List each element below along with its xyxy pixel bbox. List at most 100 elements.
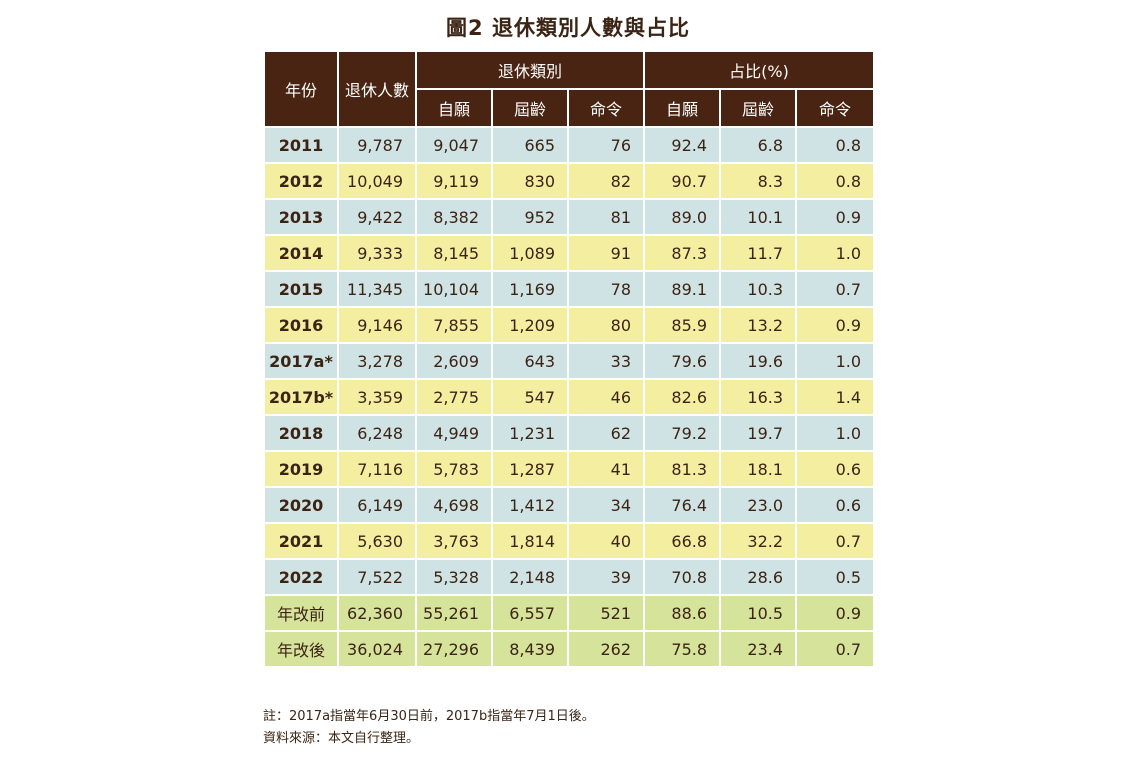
table-row: 年改前 62,360 55,261 6,557 521 88.6 10.5 0.9: [263, 594, 876, 632]
cell-age: 1,209: [491, 306, 569, 344]
cell-voluntary: 4,698: [415, 486, 493, 524]
cell-order: 34: [566, 486, 646, 524]
cell-voluntary: 8,145: [415, 234, 493, 272]
cell-voluntary-pct: 90.7: [643, 162, 722, 200]
cell-order-pct: 1.0: [795, 342, 876, 380]
cell-year: 2019: [263, 450, 339, 488]
cell-age-pct: 28.6: [719, 558, 798, 596]
header-group-share: 占比(%): [643, 50, 876, 90]
cell-order-pct: 1.0: [795, 414, 876, 452]
table-row: 2022 7,522 5,328 2,148 39 70.8 28.6 0.5: [263, 558, 876, 596]
cell-order: 62: [566, 414, 646, 452]
cell-order-pct: 0.7: [795, 522, 876, 560]
cell-year: 2012: [263, 162, 339, 200]
cell-total: 7,116: [337, 450, 417, 488]
header-row-top: 年份 退休人數 退休類別 占比(%): [263, 50, 876, 128]
cell-total: 6,248: [337, 414, 417, 452]
header-sub-order-pct: 命令: [795, 88, 876, 128]
cell-year: 2018: [263, 414, 339, 452]
cell-voluntary-pct: 89.1: [643, 270, 722, 308]
table-row: 2018 6,248 4,949 1,231 62 79.2 19.7 1.0: [263, 414, 876, 452]
cell-age: 8,439: [491, 630, 569, 668]
table-row: 2017b* 3,359 2,775 547 46 82.6 16.3 1.4: [263, 378, 876, 416]
header-group-type: 退休類別: [414, 50, 646, 90]
cell-age: 1,231: [491, 414, 569, 452]
cell-voluntary: 5,328: [415, 558, 493, 596]
cell-order-pct: 0.7: [795, 630, 876, 668]
cell-age: 1,287: [491, 450, 569, 488]
cell-order-pct: 0.9: [795, 306, 876, 344]
cell-year: 2017a*: [263, 342, 339, 380]
header-year: 年份: [263, 50, 339, 128]
cell-voluntary-pct: 66.8: [643, 522, 722, 560]
cell-total: 6,149: [337, 486, 417, 524]
cell-voluntary-pct: 87.3: [643, 234, 722, 272]
header-sub-voluntary-pct: 自願: [643, 88, 722, 128]
cell-year: 2011: [263, 126, 339, 164]
cell-order: 33: [566, 342, 646, 380]
cell-order: 81: [566, 198, 646, 236]
cell-voluntary-pct: 81.3: [643, 450, 722, 488]
table-row: 2020 6,149 4,698 1,412 34 76.4 23.0 0.6: [263, 486, 876, 524]
cell-voluntary-pct: 92.4: [643, 126, 722, 164]
table-row: 2013 9,422 8,382 952 81 89.0 10.1 0.9: [263, 198, 876, 236]
note-source: 資料來源：本文自行整理。: [263, 731, 420, 746]
cell-age: 2,148: [491, 558, 569, 596]
cell-age-pct: 13.2: [719, 306, 798, 344]
cell-order-pct: 0.9: [795, 198, 876, 236]
cell-order: 262: [566, 630, 646, 668]
chart-title: 圖2 退休類別人數與占比: [446, 16, 690, 40]
retirement-table: 年份 退休人數 退休類別 占比(%) 自願 屆齡 命令 自願 屆齡 命令 201…: [263, 50, 876, 668]
cell-year: 2021: [263, 522, 339, 560]
cell-voluntary-pct: 75.8: [643, 630, 722, 668]
cell-order-pct: 0.8: [795, 126, 876, 164]
cell-order-pct: 0.6: [795, 450, 876, 488]
cell-voluntary: 55,261: [415, 594, 493, 632]
cell-voluntary-pct: 85.9: [643, 306, 722, 344]
cell-total: 62,360: [337, 594, 417, 632]
table-row: 2011 9,787 9,047 665 76 92.4 6.8 0.8: [263, 126, 876, 164]
cell-year: 2015: [263, 270, 339, 308]
note-footnote: 註：2017a指當年6月30日前，2017b指當年7月1日後。: [263, 709, 595, 724]
cell-voluntary: 9,047: [415, 126, 493, 164]
cell-voluntary-pct: 79.2: [643, 414, 722, 452]
table-row: 年改後 36,024 27,296 8,439 262 75.8 23.4 0.7: [263, 630, 876, 668]
cell-order-pct: 0.8: [795, 162, 876, 200]
cell-year: 2022: [263, 558, 339, 596]
cell-order: 39: [566, 558, 646, 596]
cell-voluntary: 27,296: [415, 630, 493, 668]
cell-order: 82: [566, 162, 646, 200]
cell-age: 952: [491, 198, 569, 236]
header-sub-order: 命令: [566, 88, 646, 128]
cell-age: 547: [491, 378, 569, 416]
table-row: 2019 7,116 5,783 1,287 41 81.3 18.1 0.6: [263, 450, 876, 488]
cell-voluntary: 7,855: [415, 306, 493, 344]
cell-total: 7,522: [337, 558, 417, 596]
cell-total: 36,024: [337, 630, 417, 668]
cell-total: 9,146: [337, 306, 417, 344]
cell-order: 41: [566, 450, 646, 488]
cell-year: 年改後: [263, 630, 339, 668]
cell-age-pct: 19.6: [719, 342, 798, 380]
cell-order-pct: 0.6: [795, 486, 876, 524]
table-row: 2012 10,049 9,119 830 82 90.7 8.3 0.8: [263, 162, 876, 200]
cell-voluntary: 10,104: [415, 270, 493, 308]
cell-voluntary-pct: 89.0: [643, 198, 722, 236]
cell-age-pct: 10.3: [719, 270, 798, 308]
table-row: 2021 5,630 3,763 1,814 40 66.8 32.2 0.7: [263, 522, 876, 560]
cell-voluntary: 9,119: [415, 162, 493, 200]
cell-age-pct: 18.1: [719, 450, 798, 488]
cell-year: 2017b*: [263, 378, 339, 416]
cell-order-pct: 1.0: [795, 234, 876, 272]
cell-voluntary: 2,609: [415, 342, 493, 380]
cell-voluntary: 2,775: [415, 378, 493, 416]
cell-order-pct: 0.5: [795, 558, 876, 596]
cell-voluntary: 4,949: [415, 414, 493, 452]
cell-order-pct: 0.7: [795, 270, 876, 308]
cell-year: 2013: [263, 198, 339, 236]
cell-total: 9,787: [337, 126, 417, 164]
cell-age-pct: 19.7: [719, 414, 798, 452]
cell-voluntary: 8,382: [415, 198, 493, 236]
cell-age-pct: 8.3: [719, 162, 798, 200]
cell-voluntary-pct: 88.6: [643, 594, 722, 632]
